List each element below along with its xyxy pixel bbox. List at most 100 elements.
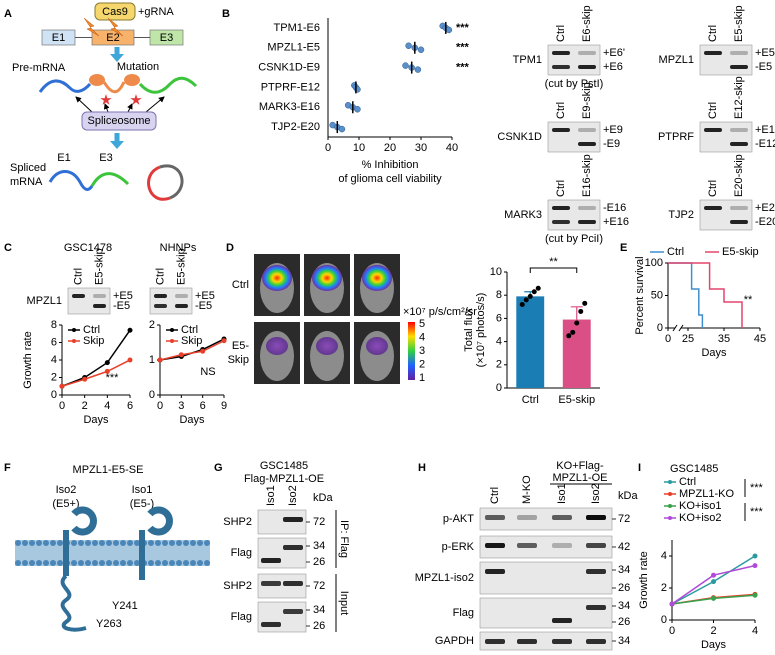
mw-label: 34 (618, 635, 630, 647)
blot (257, 537, 307, 569)
band (283, 517, 303, 522)
isoform-label: (E5+) (52, 498, 79, 510)
x-axis-label: % Inhibition (362, 159, 419, 171)
data-point (531, 289, 537, 295)
cell-line-label: GSC1478 (64, 242, 112, 254)
band (578, 142, 596, 146)
unit-label: kDa (313, 492, 333, 504)
y-tick-label: 0 (149, 389, 155, 401)
series-point (711, 572, 716, 578)
series-point (200, 348, 206, 354)
colorbar-tick: 5 (419, 318, 425, 330)
panel-letter: D (226, 242, 234, 254)
significance: *** (456, 22, 470, 34)
band-label: -E12 (755, 138, 775, 150)
x-tick-label: 0 (157, 400, 163, 412)
band (552, 515, 572, 520)
binding-arrow (103, 103, 110, 113)
mw-label: 26 (618, 616, 630, 628)
y-tick-label: 4 (496, 336, 502, 348)
group-label: IP: Flag (338, 520, 350, 558)
lane-label: E5-skip (733, 5, 745, 42)
lipid-head (169, 560, 175, 566)
colorbar (408, 322, 415, 380)
band (485, 569, 505, 574)
band-label: +E5 (755, 47, 775, 59)
y-axis-label: (×10⁷ photos/s) (475, 293, 487, 368)
legend-dot (170, 339, 174, 343)
lipid-head (22, 540, 28, 546)
legend-label: KO+iso2 (679, 512, 722, 524)
x-tick-label: 35 (718, 333, 730, 345)
band (586, 605, 606, 610)
x-tick-label: 9 (221, 400, 227, 412)
data-point (578, 308, 584, 314)
colorbar-unit: ×10⁷ p/s/cm²/sr (403, 306, 477, 318)
y-tick-label: 10 (490, 266, 502, 278)
isoform-label: Iso1 (132, 484, 153, 496)
x-tick-label: 25 (682, 333, 694, 345)
y-axis-label: Total flux (463, 308, 475, 352)
lipid-head (127, 540, 133, 546)
legend-label: Ctrl (181, 324, 198, 336)
unit-label: kDa (618, 490, 638, 502)
lipid-head (43, 540, 49, 546)
f-title: MPZL1-E5-SE (73, 464, 144, 476)
bioluminescence (366, 337, 388, 355)
y-tick-label: 2 (51, 371, 57, 383)
group-label: Skip (228, 354, 249, 366)
y-tick-label: 2 (149, 319, 155, 331)
y-axis-label: Growth rate (22, 331, 34, 388)
spliceosome-label: Spliceosome (88, 115, 151, 127)
lipid-head (106, 560, 112, 566)
blot (479, 561, 613, 595)
band (485, 543, 505, 548)
series-point (82, 376, 88, 382)
axis-break-mark (672, 324, 678, 332)
legend-dot (72, 339, 76, 343)
series-point (127, 327, 133, 333)
cas9-label: Cas9 (102, 6, 128, 18)
lipid-head (176, 560, 182, 566)
lane-label: Ctrl (555, 102, 567, 119)
group-label: Ctrl (232, 279, 249, 291)
x-tick-label: 0 (59, 400, 65, 412)
cas9-box (94, 2, 136, 21)
h-header: MPZL1-OE (552, 472, 607, 484)
series-point (669, 601, 675, 607)
band (586, 569, 606, 574)
blot-row-label: Flag (231, 547, 252, 559)
gel (699, 44, 753, 76)
lipid-head (36, 540, 42, 546)
mw-label: 72 (618, 513, 630, 525)
survival-curve (668, 262, 743, 328)
lane-label: Ctrl (72, 268, 84, 285)
bioluminescence (262, 265, 292, 291)
y-tick-label: 8 (51, 319, 57, 331)
y-tick-label: 0 (51, 389, 57, 401)
x-tick-label: 20 (384, 142, 396, 154)
lipid-head (50, 560, 56, 566)
x-tick-label: 4 (104, 400, 110, 412)
band (586, 515, 606, 520)
mw-label: 34 (313, 540, 325, 552)
colorbar-tick: 3 (419, 345, 425, 357)
lane-label: M-KO (521, 475, 533, 504)
gel-note: (cut by PciI) (545, 233, 603, 245)
legend-dot (170, 328, 174, 332)
lipid-head (120, 540, 126, 546)
grna-label: +gRNA (138, 6, 174, 18)
significance-bracket (529, 267, 578, 273)
band (517, 515, 537, 520)
data-point (523, 297, 529, 303)
band (261, 581, 281, 586)
blot-row-label: Flag (231, 611, 252, 623)
gel-note: (cut by PstI) (545, 78, 604, 90)
band (730, 142, 748, 146)
lane-label: Iso1 (556, 483, 568, 504)
gene-label: TPM1 (513, 54, 542, 66)
bioluminescence (266, 337, 288, 355)
gel (699, 199, 753, 231)
lipid-head (57, 540, 63, 546)
band (552, 618, 572, 623)
